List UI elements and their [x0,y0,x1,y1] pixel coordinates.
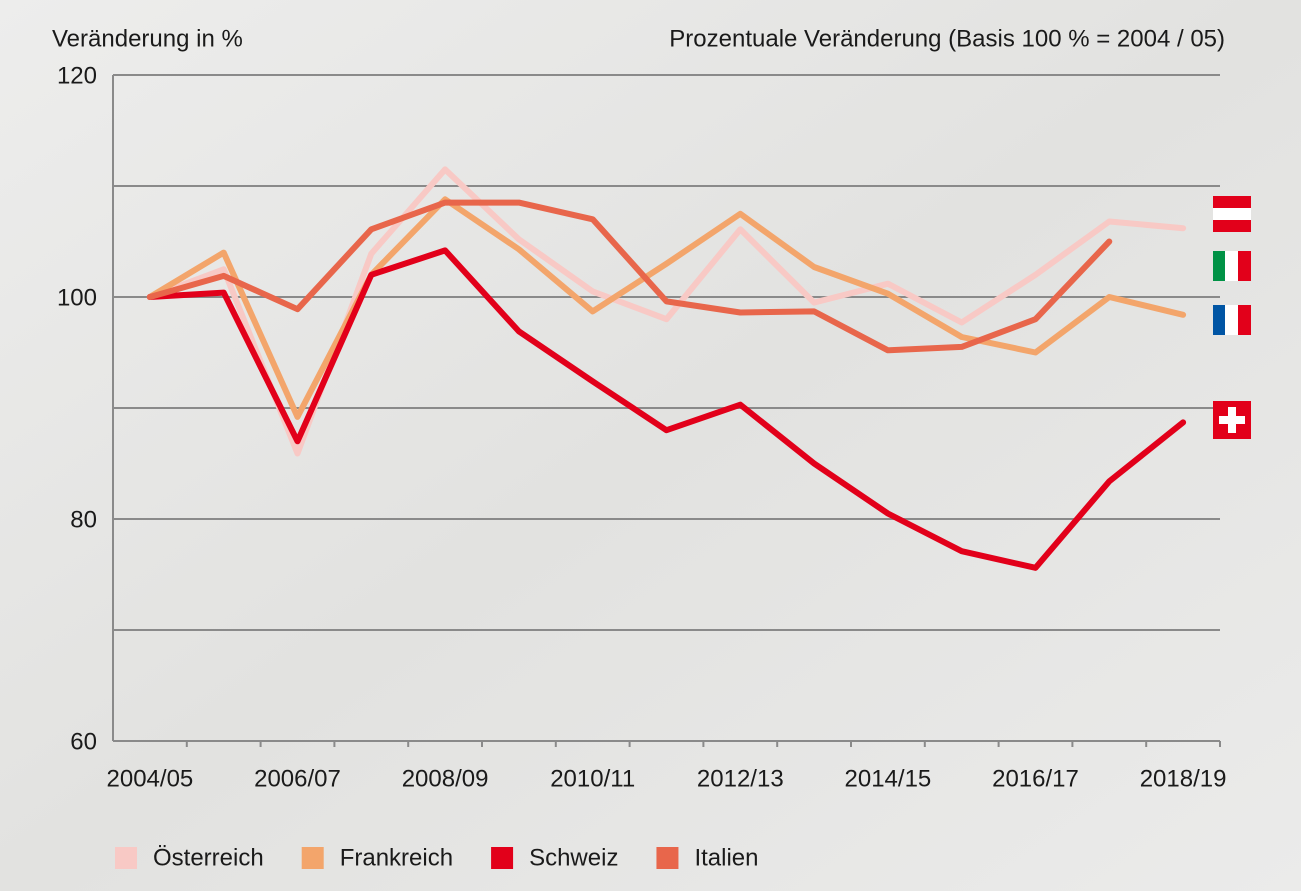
x-tick-label: 2018/19 [1140,765,1227,792]
flag-france [1225,305,1238,335]
x-tick-label: 2012/13 [697,765,784,792]
x-tick-label: 2008/09 [402,765,489,792]
flag-italy [1238,251,1251,281]
legend-swatch [302,847,324,869]
y-axis-label: Veränderung in % [52,25,243,52]
subtitle: Prozentuale Veränderung (Basis 100 % = 2… [669,25,1225,52]
legend-label: Schweiz [529,844,618,871]
legend-label: Österreich [153,844,264,871]
page: Veränderung in % Prozentuale Veränderung… [0,0,1301,891]
chart: Veränderung in % Prozentuale Veränderung… [0,0,1301,891]
flag-italy [1225,251,1238,281]
legend-swatch [115,847,137,869]
legend-label: Italien [694,844,758,871]
x-tick-label: 2006/07 [254,765,341,792]
x-tick-label: 2004/05 [107,765,194,792]
legend-swatch [491,847,513,869]
flag-switzerland [1219,416,1245,424]
flag-france [1238,305,1251,335]
x-tick-label: 2010/11 [550,765,635,792]
flag-italy [1213,251,1225,281]
y-tick-label: 120 [57,62,97,89]
x-tick-label: 2016/17 [992,765,1079,792]
legend-swatch [656,847,678,869]
y-tick-label: 80 [70,506,97,533]
x-tick-label: 2014/15 [845,765,932,792]
flag-france [1213,305,1225,335]
background [0,0,1301,891]
flag-austria [1213,196,1251,208]
legend-label: Frankreich [340,844,453,871]
y-tick-label: 60 [70,728,97,755]
y-tick-label: 100 [57,284,97,311]
flag-austria [1213,220,1251,232]
